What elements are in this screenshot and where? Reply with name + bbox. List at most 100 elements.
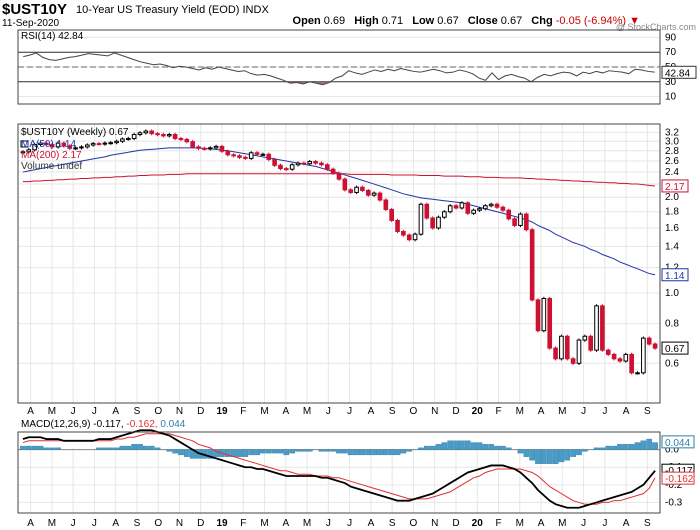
macd-x-label: M <box>48 518 56 529</box>
candle-body <box>523 213 529 231</box>
price-candle <box>55 141 61 149</box>
candle-body <box>38 142 43 146</box>
price-tick-label: 2.8 <box>665 146 679 157</box>
price-candle <box>172 132 178 141</box>
symbol-description: 10-Year US Treasury Yield (EOD) INDX <box>76 4 269 16</box>
price-candle <box>166 132 172 138</box>
price-candle <box>389 207 394 223</box>
price-candle <box>623 352 629 363</box>
price-candle <box>307 159 313 166</box>
price-x-label: J <box>602 406 607 417</box>
price-candle <box>582 334 588 342</box>
price-candle <box>125 136 131 141</box>
candle-body <box>500 206 506 211</box>
candle-body <box>120 138 125 142</box>
chart-date: 11-Sep-2020 <box>2 18 60 29</box>
macd-x-label: A <box>27 518 34 529</box>
price-candle <box>190 140 195 149</box>
candle-body <box>313 161 318 164</box>
macd-histogram-bar <box>172 449 178 454</box>
candle-body <box>412 233 418 241</box>
high-value: 0.71 <box>381 15 404 27</box>
candle-body <box>254 152 260 155</box>
price-tick-label: 1.0 <box>665 288 679 299</box>
symbol-title: $UST10Y <box>2 1 68 18</box>
macd-histogram-bar <box>236 449 243 457</box>
price-x-label: S <box>389 406 396 417</box>
price-candle <box>49 142 55 149</box>
macd-histogram-bar <box>622 444 629 450</box>
price-candle <box>646 336 652 346</box>
macd-histogram-bar <box>652 442 658 450</box>
price-candle <box>20 150 26 154</box>
low-label: Low <box>412 15 435 27</box>
price-candle <box>260 152 266 156</box>
price-candle <box>330 167 336 175</box>
macd-histogram-bar <box>277 449 284 454</box>
price-x-label: A <box>623 406 630 417</box>
candle-body <box>406 234 412 241</box>
rsi-line <box>23 52 655 86</box>
macd-x-label: N <box>176 518 183 529</box>
price-x-label: A <box>27 406 34 417</box>
macd-x-label: J <box>326 518 331 529</box>
price-candle <box>278 163 283 171</box>
watermark: @ StockCharts.com <box>615 22 696 32</box>
candle-body <box>436 216 441 229</box>
macd-x-label: J <box>92 518 97 529</box>
candle-body <box>477 208 482 211</box>
macd-histogram-bar <box>617 444 623 450</box>
price-x-label: J <box>581 406 586 417</box>
price-x-label: N <box>431 406 438 417</box>
candle-body <box>231 154 236 157</box>
price-candle <box>348 188 354 195</box>
price-x-label: S <box>644 406 651 417</box>
price-candle <box>442 210 447 219</box>
macd-histogram-bar <box>365 449 372 456</box>
macd-histogram-bar <box>107 447 114 450</box>
macd-histogram-bar <box>582 449 588 452</box>
candle-body <box>512 218 517 226</box>
candle-body <box>424 203 430 219</box>
macd-histogram-bar <box>306 449 313 452</box>
macd-tick-label: -0.2 <box>665 480 683 491</box>
macd-histogram-bar <box>31 445 38 450</box>
price-tick-label: 1.2 <box>665 263 679 274</box>
price-x-label: J <box>92 406 97 417</box>
candle-body <box>155 133 160 136</box>
chg-label: Chg <box>531 15 553 27</box>
candle-body <box>79 146 84 149</box>
price-candle <box>641 336 646 375</box>
candle-body <box>90 143 96 146</box>
price-candle <box>102 141 108 146</box>
macd-histogram-last-box <box>661 435 695 449</box>
price-x-label: N <box>176 406 183 417</box>
candle-body <box>342 178 348 191</box>
price-candle <box>529 228 535 302</box>
price-candle <box>547 296 553 350</box>
macd-signal-last: -0.162 <box>665 474 694 485</box>
candle-body <box>553 347 558 360</box>
candle-body <box>196 146 201 149</box>
macd-x-label: F <box>495 518 501 529</box>
price-candle <box>143 129 149 135</box>
macd-line <box>22 429 656 509</box>
macd-legend-part: 0.044 <box>158 419 186 430</box>
macd-histogram-bar <box>388 449 395 456</box>
macd-x-label: F <box>240 518 246 529</box>
price-candle <box>471 208 476 215</box>
macd-histogram-bar <box>593 447 600 450</box>
macd-histogram-bar <box>271 449 278 454</box>
price-tick-label: 0.6 <box>665 358 679 369</box>
rsi-tick-label: 90 <box>665 32 677 43</box>
macd-histogram-bar <box>137 444 143 450</box>
macd-x-label: A <box>623 518 630 529</box>
candle-body <box>641 337 646 374</box>
macd-histogram-bar <box>178 449 184 456</box>
price-last-value: 0.67 <box>665 344 685 355</box>
price-candle <box>342 177 348 192</box>
price-x-label: A <box>368 406 375 417</box>
price-candle <box>90 141 96 147</box>
candle-body <box>125 138 131 141</box>
candle-body <box>541 297 547 332</box>
